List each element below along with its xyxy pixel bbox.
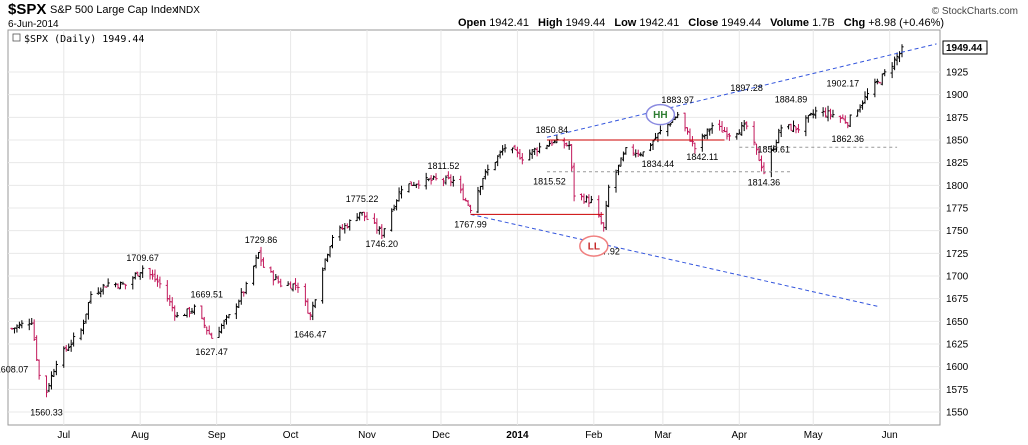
- price-annotation: 1883.97: [661, 95, 694, 105]
- price-annotation: 1815.52: [533, 176, 566, 186]
- ohlc-summary: Open 1942.41 High 1949.44 Low 1942.41 Cl…: [458, 17, 950, 29]
- x-tick-label: Dec: [432, 430, 450, 441]
- marker-ring: [579, 235, 609, 257]
- ohlc-bars: [10, 44, 904, 398]
- grid: [8, 30, 940, 425]
- y-tick-label: 1900: [946, 90, 969, 101]
- price-annotation: 1669.51: [190, 290, 223, 300]
- brand-credit: © StockCharts.com: [931, 6, 1018, 17]
- y-tick-label: 1825: [946, 158, 969, 169]
- chart-date: 6-Jun-2014: [8, 19, 59, 30]
- volume-value: 1.7B: [812, 17, 835, 29]
- price-annotation: 1729.86: [245, 235, 278, 245]
- chart-title: $SPX (Daily) 1949.44: [24, 34, 144, 45]
- x-tick-label: Aug: [131, 430, 149, 441]
- chg-value: +8.98 (+0.46%): [868, 17, 945, 29]
- price-annotation: 1842.11: [686, 152, 718, 162]
- y-tick-label: 1575: [946, 385, 969, 396]
- open-label: Open: [458, 17, 487, 29]
- y-tick-label: 1700: [946, 272, 969, 283]
- y-tick-label: 1925: [946, 68, 969, 79]
- open-value: 1942.41: [489, 17, 529, 29]
- x-tick-label: Jun: [882, 430, 898, 441]
- x-tick-label: Mar: [654, 430, 672, 441]
- y-tick-label: 1600: [946, 362, 969, 373]
- x-tick-label: Sep: [208, 430, 226, 441]
- marker-label: LL: [588, 242, 600, 253]
- volume-label: Volume: [770, 17, 810, 29]
- x-tick-label: Feb: [585, 430, 603, 441]
- y-tick-label: 1675: [946, 294, 969, 305]
- price-annotation: 1884.89: [775, 94, 808, 104]
- index-name: S&P 500 Large Cap Index: [50, 4, 178, 16]
- price-annotation: 1850.61: [758, 144, 791, 154]
- high-value: 1949.44: [565, 17, 606, 29]
- price-annotation: 1862.36: [831, 134, 864, 144]
- chart-title-group: $SPX (Daily) 1949.44: [12, 33, 144, 45]
- price-annotation: 1902.17: [827, 79, 860, 89]
- price-annotation: 1834.44: [642, 159, 675, 169]
- chg-label: Chg: [843, 17, 866, 29]
- symbol: $SPX: [8, 1, 47, 18]
- price-annotation: 1814.36: [748, 177, 781, 187]
- x-tick-label: 2014: [506, 430, 529, 441]
- plot-area: [7, 29, 941, 426]
- price-annotation: 1897.28: [730, 83, 763, 93]
- pattern-markers: HH LL: [579, 103, 676, 257]
- trendlines: [470, 43, 937, 308]
- price-annotation: 1850.84: [536, 125, 569, 135]
- price-annotation: 1709.67: [126, 253, 159, 263]
- y-axis: 1550 1575 1600 1625 1650 1675 1700 1725 1750 1775…: [946, 68, 969, 419]
- y-tick-label: 1850: [946, 136, 969, 147]
- exchange: INDX: [176, 5, 200, 16]
- x-axis: Jul Aug Sep Oct Nov Dec 2014 Feb Mar Apr May Jun: [57, 430, 897, 441]
- high-label: High: [538, 17, 563, 29]
- y-tick-label: 1800: [946, 181, 969, 192]
- price-annotation: 1608.07: [0, 364, 28, 374]
- chart-header: $SPX S&P 500 Large Cap Index INDX 6-Jun-…: [0, 0, 1028, 36]
- trendline-lower-dashed: [470, 213, 880, 308]
- low-value: 1942.41: [639, 17, 680, 29]
- price-annotation: 1767.99: [454, 219, 487, 229]
- y-tick-label: 1725: [946, 249, 969, 260]
- marker-ring: [645, 103, 676, 126]
- close-value: 1949.44: [721, 17, 762, 29]
- x-tick-label: Jul: [57, 430, 70, 441]
- price-annotation: 1811.52: [428, 161, 460, 171]
- x-tick-label: Oct: [283, 430, 299, 441]
- y-tick-label: 1550: [946, 408, 969, 419]
- y-tick-label: 1650: [946, 317, 969, 328]
- x-tick-label: Apr: [732, 430, 748, 441]
- price-annotation: 1560.33: [30, 408, 63, 418]
- last-value-box: [942, 40, 988, 55]
- title-box-icon: [12, 33, 21, 42]
- low-label: Low: [614, 17, 637, 29]
- price-annotation: 1775.22: [346, 194, 379, 204]
- close-label: Close: [688, 17, 719, 29]
- price-annotation: 1627.47: [195, 347, 228, 357]
- price-annotation: 1746.20: [366, 239, 399, 249]
- price-annotation: 1646.47: [294, 330, 327, 340]
- y-tick-label: 1625: [946, 340, 969, 351]
- last-value: 1949.44: [946, 43, 983, 54]
- last-value-tag: 1949.44: [942, 40, 988, 55]
- y-tick-label: 1750: [946, 226, 969, 237]
- y-tick-label: 1775: [946, 204, 969, 215]
- x-tick-label: Nov: [358, 430, 376, 441]
- x-tick-label: May: [804, 430, 823, 441]
- marker-label: HH: [653, 110, 667, 121]
- y-tick-label: 1875: [946, 113, 969, 124]
- price-annotations: 1608.07 1560.33 1709.67 1669.51 1627.47 1729.…: [0, 79, 864, 418]
- trendline-upper-dashed: [546, 43, 937, 138]
